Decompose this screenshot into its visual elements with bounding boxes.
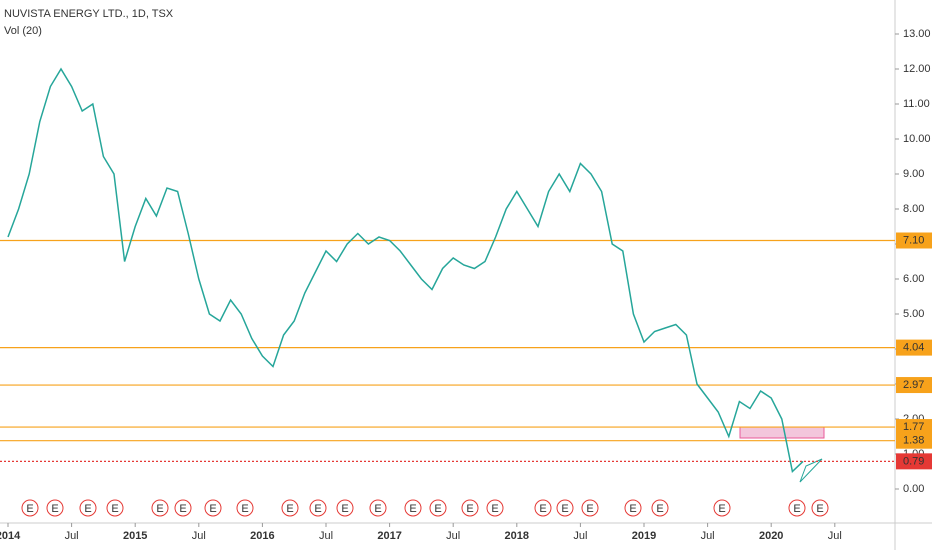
x-tick-label: 2014	[0, 530, 21, 542]
earnings-marker	[281, 499, 299, 517]
earnings-label: E	[491, 503, 498, 515]
earnings-marker	[236, 499, 254, 517]
x-tick-label: 2015	[123, 530, 147, 542]
x-tick-label: Jul	[192, 530, 206, 542]
earnings-label: E	[51, 503, 58, 515]
earnings-label: E	[374, 503, 381, 515]
earnings-label: E	[341, 503, 348, 515]
level-tag	[896, 419, 932, 436]
earnings-marker	[309, 499, 327, 517]
earnings-label: E	[409, 503, 416, 515]
x-tick-label: 2019	[632, 530, 656, 542]
earnings-marker	[336, 499, 354, 517]
level-tag	[896, 453, 932, 470]
earnings-label: E	[156, 503, 163, 515]
price-line	[7, 67, 804, 473]
earnings-label: E	[434, 503, 441, 515]
earnings-label: E	[793, 503, 800, 515]
x-tick-label: Jul	[828, 530, 842, 542]
earnings-label: E	[179, 503, 186, 515]
earnings-marker	[461, 499, 479, 517]
earnings-label: E	[466, 503, 473, 515]
earnings-marker	[624, 499, 642, 517]
y-tick-label: 5.00	[903, 308, 924, 320]
y-tick-label: 8.00	[903, 203, 924, 215]
y-tick-label: 10.00	[903, 133, 931, 145]
y-tick-label: 9.00	[903, 168, 924, 180]
earnings-label: E	[241, 503, 248, 515]
earnings-label: E	[314, 503, 321, 515]
x-tick-label: 2017	[377, 530, 401, 542]
earnings-label: E	[816, 503, 823, 515]
chart-title: NUVISTA ENERGY LTD., 1D, TSX	[4, 8, 174, 20]
x-tick-label: Jul	[701, 530, 715, 542]
level-tag	[896, 339, 932, 356]
level-label: 2.97	[903, 379, 924, 391]
earnings-label: E	[26, 503, 33, 515]
earnings-marker	[486, 499, 504, 517]
earnings-label: E	[209, 503, 216, 515]
earnings-label: E	[561, 503, 568, 515]
earnings-marker	[429, 499, 447, 517]
earnings-marker	[581, 499, 599, 517]
earnings-marker	[811, 499, 829, 517]
earnings-marker	[174, 499, 192, 517]
earnings-marker	[651, 499, 669, 517]
pattern-drawing	[799, 458, 823, 483]
x-tick-label: 2020	[759, 530, 783, 542]
x-tick-label: Jul	[573, 530, 587, 542]
earnings-label: E	[656, 503, 663, 515]
level-tag	[896, 432, 932, 449]
earnings-label: E	[629, 503, 636, 515]
x-tick-label: Jul	[446, 530, 460, 542]
earnings-label: E	[84, 503, 91, 515]
level-label: 0.79	[903, 455, 924, 467]
earnings-label: E	[718, 503, 725, 515]
earnings-marker	[151, 499, 169, 517]
earnings-marker	[534, 499, 552, 517]
earnings-marker	[369, 499, 387, 517]
y-tick-label: 6.00	[903, 273, 924, 285]
earnings-label: E	[539, 503, 546, 515]
earnings-marker	[21, 499, 39, 517]
y-tick-label: 11.00	[903, 98, 930, 110]
x-tick-label: 2018	[505, 530, 529, 542]
earnings-marker	[713, 499, 731, 517]
level-tag	[896, 232, 932, 249]
level-label: 7.10	[903, 234, 924, 246]
y-tick-label: 12.00	[903, 63, 931, 75]
earnings-marker	[404, 499, 422, 517]
level-label: 1.77	[903, 421, 924, 433]
earnings-marker	[204, 499, 222, 517]
earnings-marker	[79, 499, 97, 517]
y-tick-label: 0.00	[903, 483, 924, 495]
level-label: 4.04	[903, 342, 924, 354]
level-label: 1.38	[903, 435, 924, 447]
y-tick-label: 13.00	[903, 28, 931, 40]
earnings-marker	[788, 499, 806, 517]
earnings-label: E	[111, 503, 118, 515]
x-tick-label: 2016	[250, 530, 274, 542]
x-tick-label: Jul	[65, 530, 79, 542]
range-zone	[739, 426, 825, 439]
earnings-label: E	[286, 503, 293, 515]
indicator-label: Vol (20)	[4, 25, 42, 37]
earnings-label: E	[586, 503, 593, 515]
level-tag	[896, 377, 932, 394]
earnings-marker	[556, 499, 574, 517]
earnings-marker	[46, 499, 64, 517]
x-tick-label: Jul	[319, 530, 333, 542]
earnings-marker	[106, 499, 124, 517]
